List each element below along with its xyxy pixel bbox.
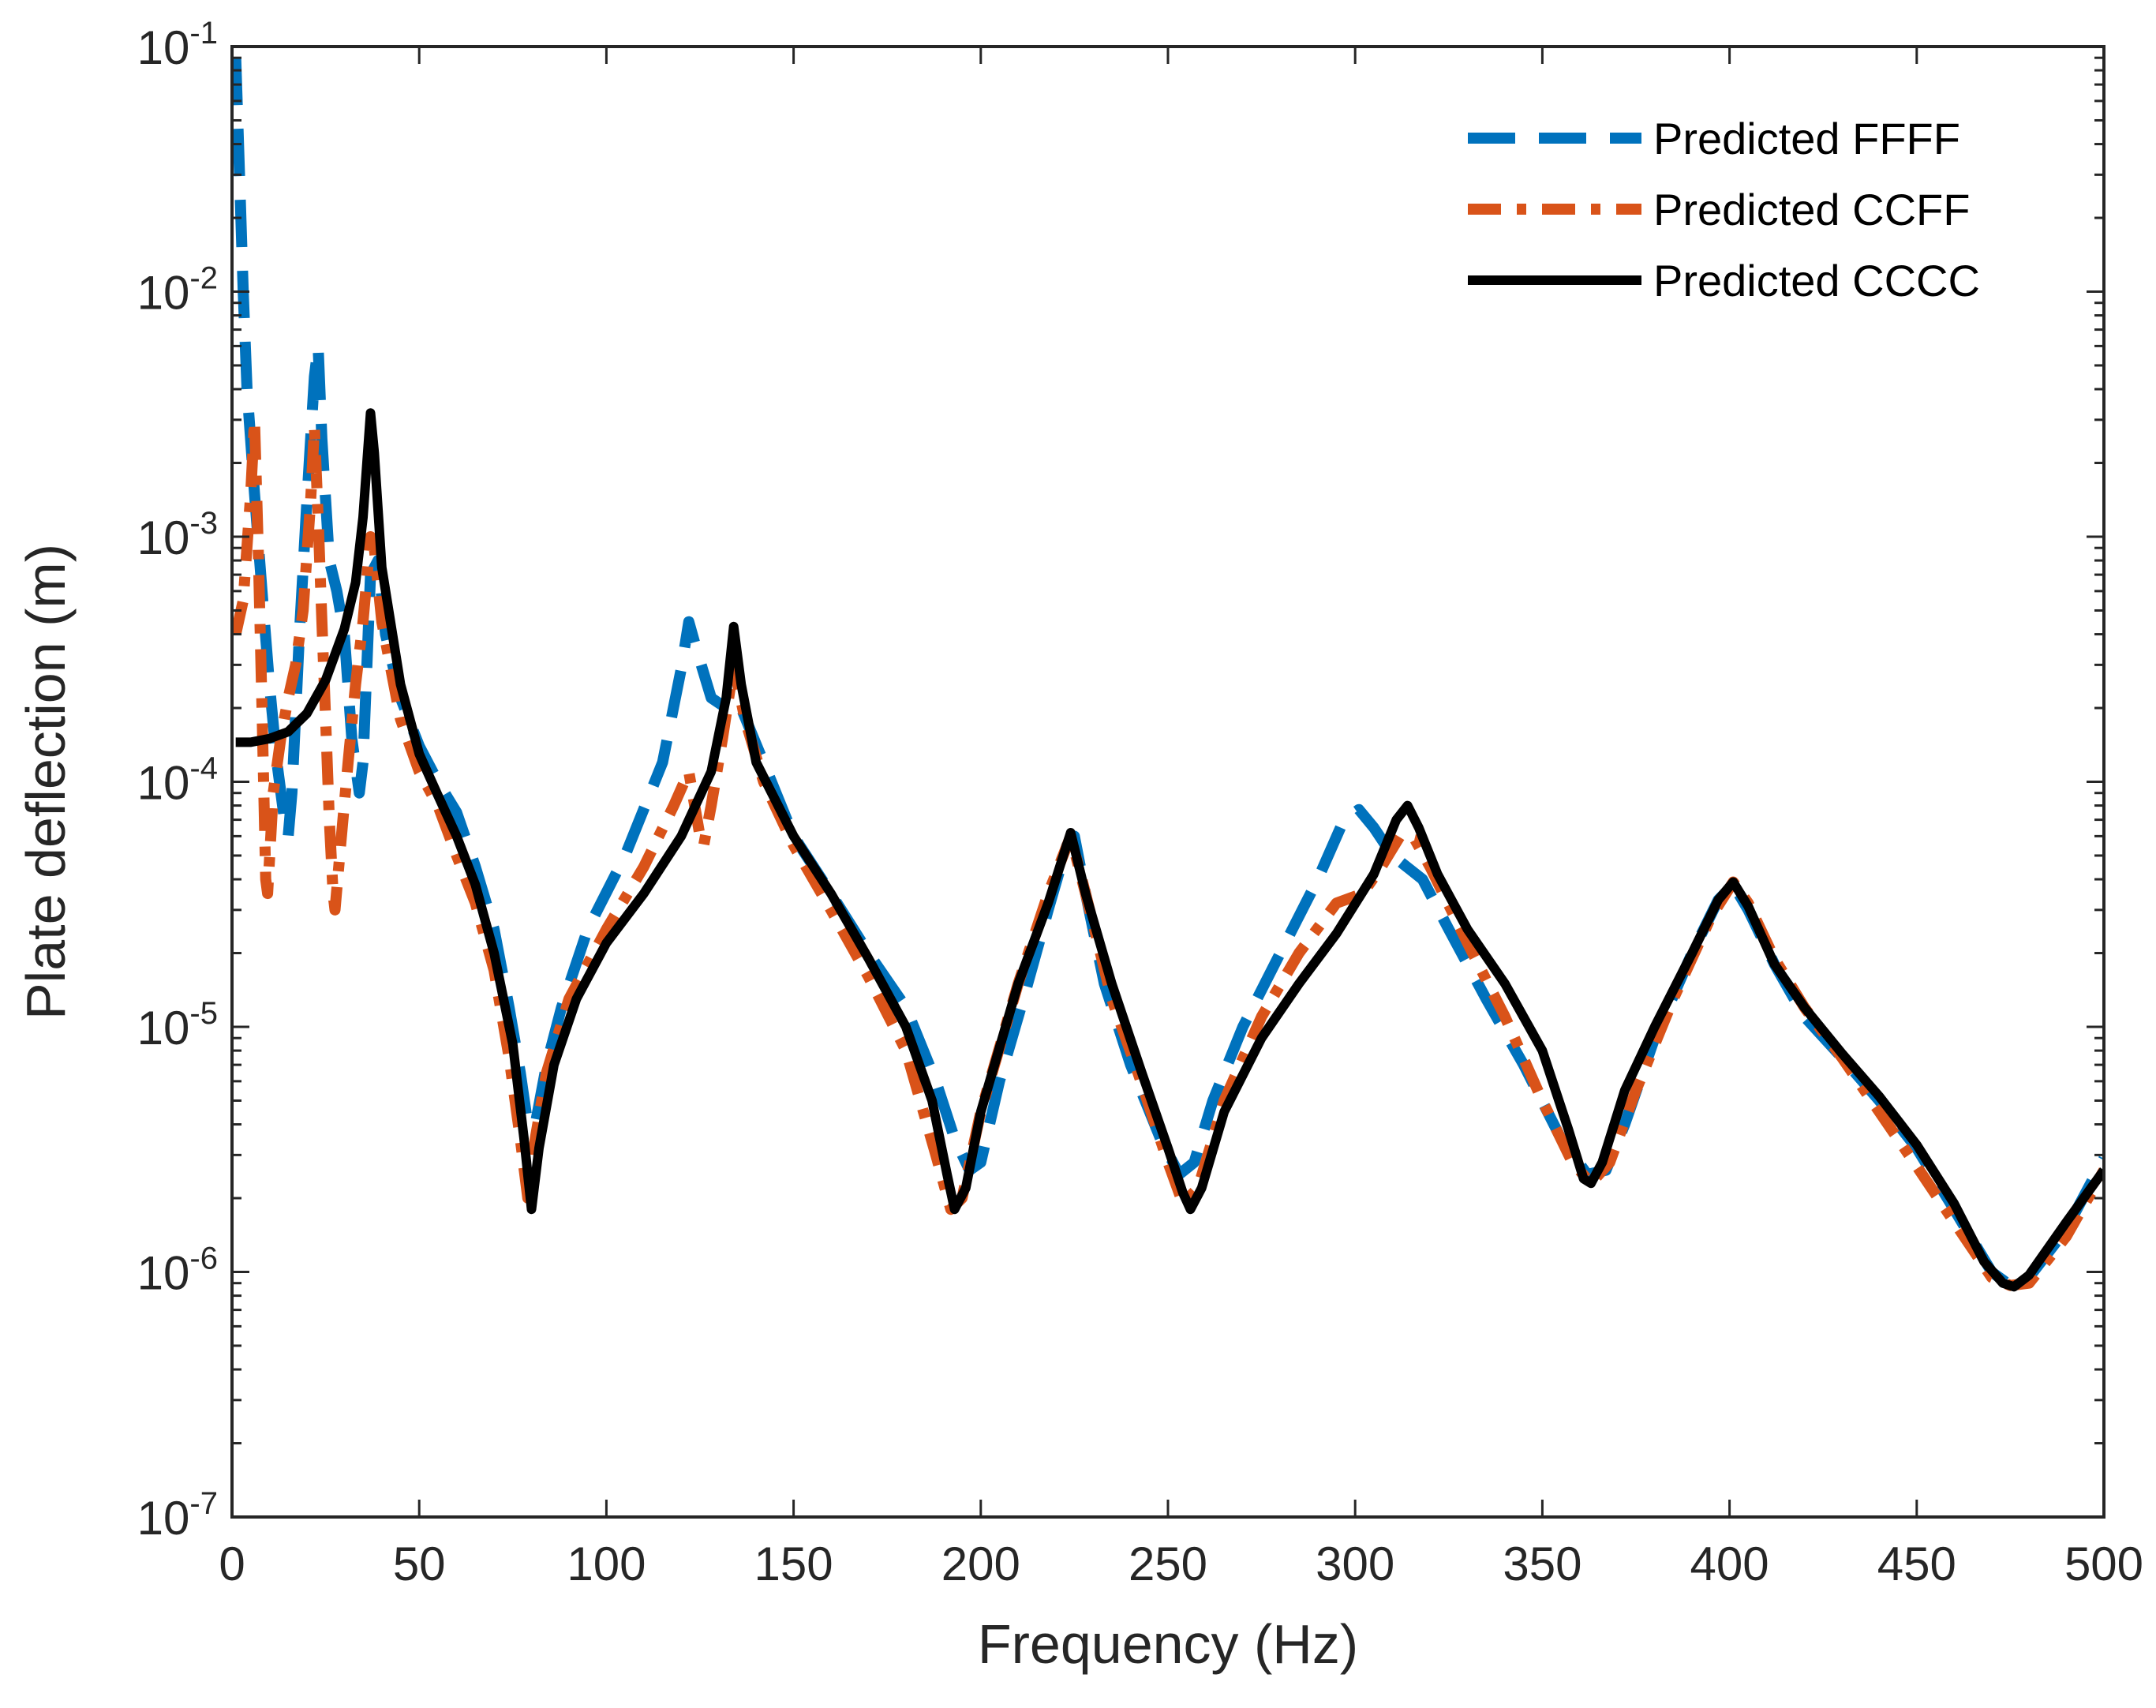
x-tick-label: 150 xyxy=(754,1538,833,1590)
x-tick-label: 350 xyxy=(1503,1538,1581,1590)
x-axis-label: Frequency (Hz) xyxy=(978,1613,1358,1675)
series-line-predicted-cccc xyxy=(235,408,2104,1292)
y-tick-label: 10-2 xyxy=(137,261,218,320)
x-tick-label: 50 xyxy=(393,1538,446,1590)
ticks: 0 50 100 150 200 250 300 350 400 450 500 10-7 10-6 10… xyxy=(137,16,2143,1590)
y-tick-label: 10-5 xyxy=(137,996,218,1054)
x-tick-label: 0 xyxy=(219,1538,245,1590)
legend-label: Predicted FFFF xyxy=(1653,114,1960,163)
x-tick-label: 450 xyxy=(1877,1538,1956,1590)
x-tick-label: 500 xyxy=(2064,1538,2143,1590)
y-axis-label: Plate deflection (m) xyxy=(15,544,77,1020)
x-tick-label: 300 xyxy=(1316,1538,1394,1590)
x-tick-label: 400 xyxy=(1690,1538,1769,1590)
x-tick-label: 250 xyxy=(1129,1538,1207,1590)
y-tick-label: 10-1 xyxy=(137,16,218,74)
legend-label: Predicted CCCC xyxy=(1653,256,1980,305)
y-tick-label: 10-3 xyxy=(137,506,218,564)
legend: Predicted FFFF Predicted CCFF Predicted CC… xyxy=(1468,114,1980,305)
x-tick-label: 200 xyxy=(941,1538,1020,1590)
series-layer xyxy=(232,57,2104,1292)
legend-label: Predicted CCFF xyxy=(1653,185,1970,234)
x-tick-label: 100 xyxy=(567,1538,646,1590)
y-tick-label: 10-4 xyxy=(137,751,218,810)
y-tick-label: 10-7 xyxy=(137,1486,218,1545)
y-tick-label: 10-6 xyxy=(137,1242,218,1300)
